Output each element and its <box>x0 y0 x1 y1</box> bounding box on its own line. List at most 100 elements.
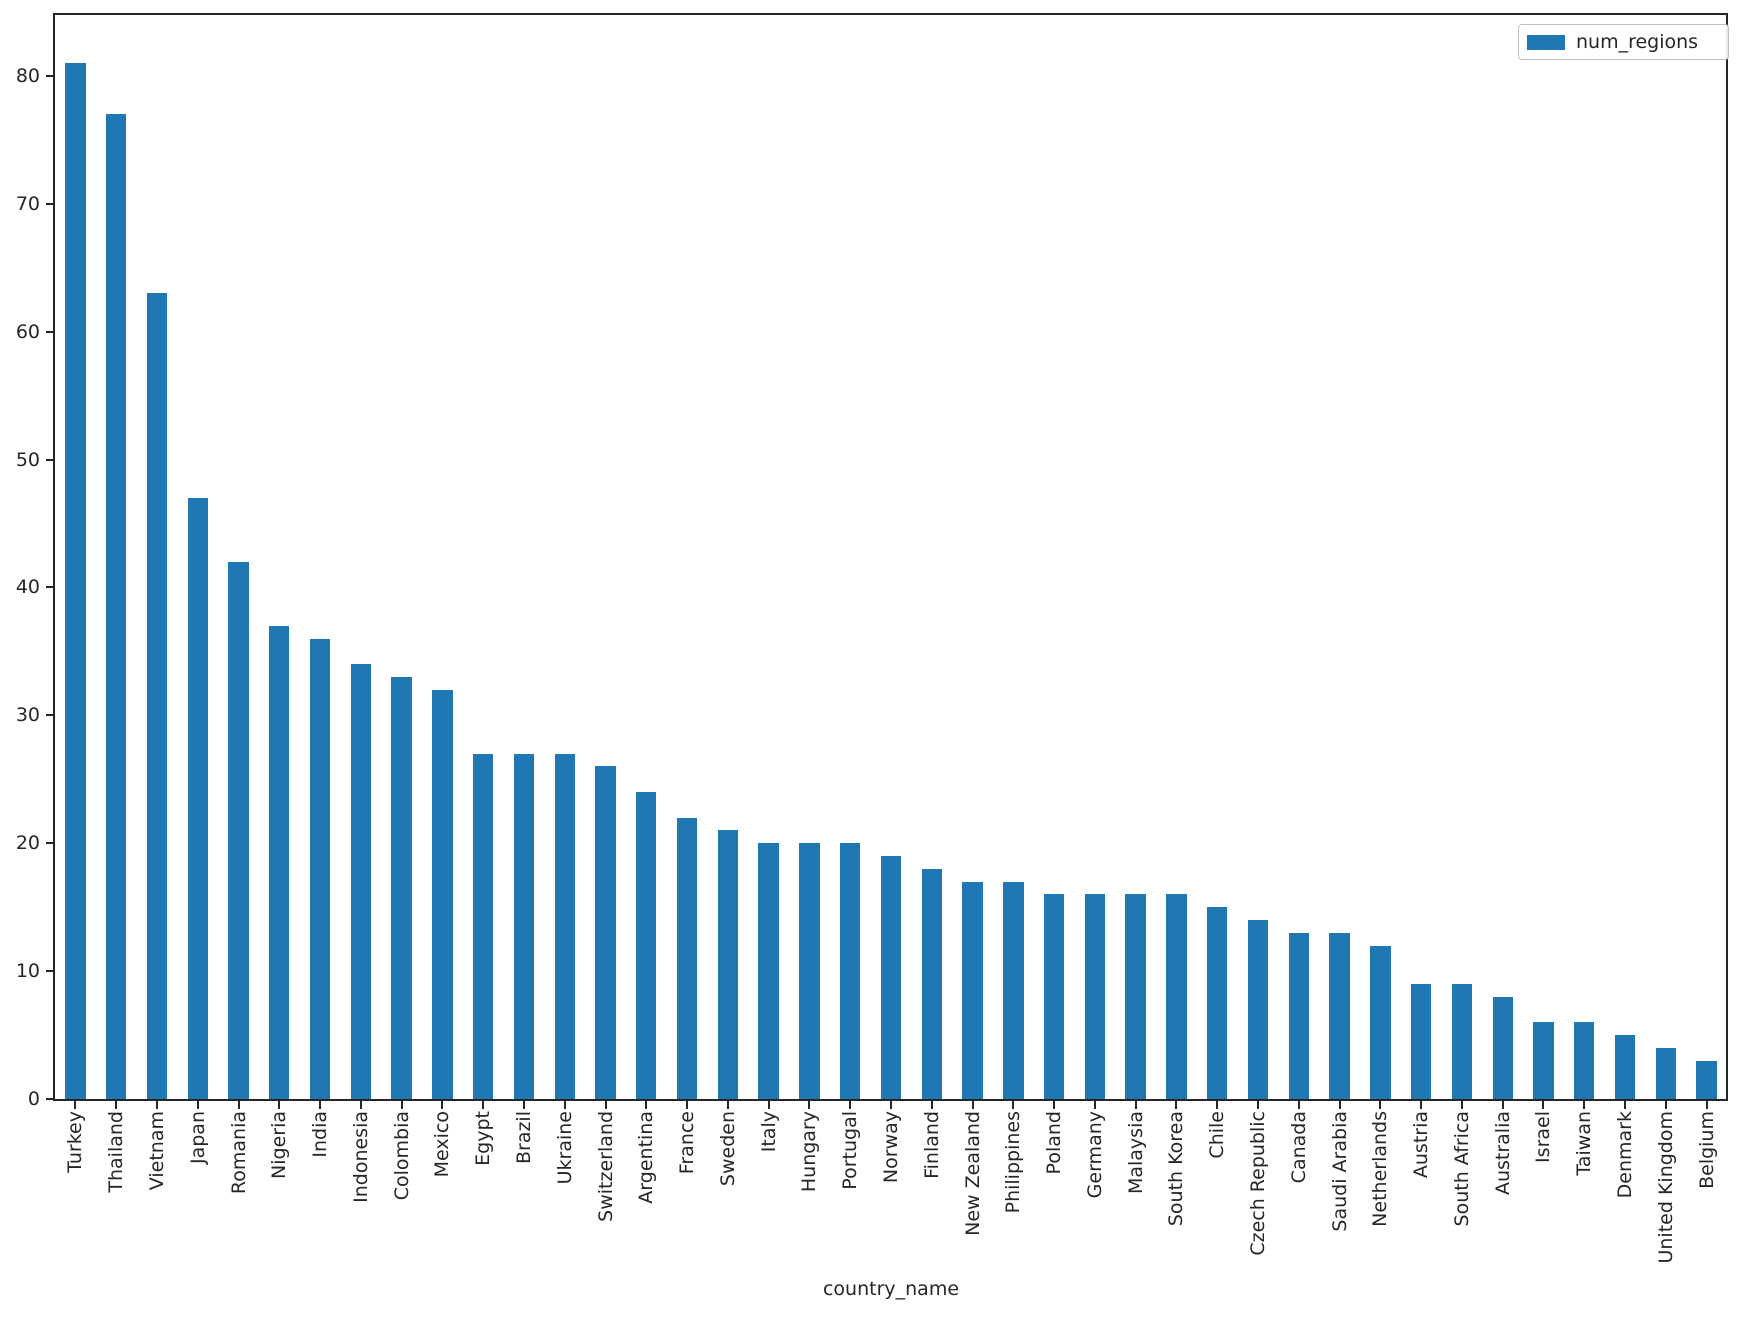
x-tick-mark-mexico <box>441 1101 444 1109</box>
x-tick-mark-egypt <box>482 1101 485 1109</box>
x-tick-mark-chile <box>1216 1101 1219 1109</box>
bar-germany <box>1084 894 1106 1099</box>
bar-romania <box>228 561 249 1099</box>
x-tick-mark-argentina <box>645 1101 648 1109</box>
x-tick-mark-belgium <box>1705 1101 1708 1109</box>
y-tick-mark-40 <box>46 586 54 589</box>
x-tick-mark-colombia <box>400 1101 403 1109</box>
x-tick-mark-japan <box>196 1101 199 1109</box>
bar-japan <box>187 497 208 1099</box>
x-tick-mark-indonesia <box>359 1101 362 1109</box>
y-tick-mark-60 <box>46 330 54 333</box>
bar-czech-republic <box>1247 919 1269 1099</box>
bar-austria <box>1410 983 1432 1099</box>
bar-south-africa <box>1451 983 1473 1099</box>
x-tick-mark-malaysia <box>1134 1101 1137 1109</box>
x-axis-title: country_name <box>822 1278 960 1300</box>
y-tick-mark-50 <box>46 458 54 461</box>
x-tick-mark-australia <box>1501 1101 1504 1109</box>
x-tick-mark-italy <box>767 1101 770 1109</box>
x-tick-mark-south-africa <box>1460 1101 1463 1109</box>
y-tick-mark-20 <box>46 842 54 845</box>
x-tick-mark-sweden <box>726 1101 729 1109</box>
legend: num_regions <box>1518 24 1729 60</box>
x-tick-mark-romania <box>237 1101 240 1109</box>
x-tick-mark-germany <box>1093 1101 1096 1109</box>
x-tick-mark-vietnam <box>155 1101 158 1109</box>
x-tick-mark-ukraine <box>563 1101 566 1109</box>
bar-finland <box>921 868 942 1099</box>
bar-colombia <box>391 676 412 1099</box>
x-tick-mark-philippines <box>1012 1101 1015 1109</box>
bar-philippines <box>1003 881 1024 1099</box>
bar-switzerland <box>595 766 616 1099</box>
x-tick-mark-portugal <box>849 1101 852 1109</box>
x-tick-mark-netherlands <box>1379 1101 1382 1109</box>
bar-ukraine <box>554 753 575 1099</box>
top-spine <box>53 13 1728 15</box>
x-tick-mark-thailand <box>115 1101 118 1109</box>
bar-egypt <box>473 753 494 1099</box>
x-tick-mark-poland <box>1053 1101 1056 1109</box>
x-tick-mark-czech-republic <box>1257 1101 1260 1109</box>
bar-india <box>309 638 331 1099</box>
y-tick-label-80: 80 <box>15 64 40 87</box>
x-tick-mark-israel <box>1542 1101 1545 1109</box>
x-tick-mark-switzerland <box>604 1101 607 1109</box>
x-tick-mark-canada <box>1297 1101 1300 1109</box>
bar-poland <box>1043 894 1065 1099</box>
bar-brazil <box>513 753 535 1099</box>
bar-netherlands <box>1370 945 1391 1099</box>
bar-denmark <box>1614 1035 1636 1099</box>
y-axis-spine <box>53 13 55 1101</box>
bar-hungary <box>799 843 820 1099</box>
y-tick-label-70: 70 <box>15 192 40 215</box>
y-tick-mark-0 <box>46 1098 54 1100</box>
bar-france <box>676 817 698 1099</box>
bar-italy <box>758 843 779 1099</box>
bar-argentina <box>636 792 657 1099</box>
bar-indonesia <box>350 664 372 1099</box>
bar-israel <box>1533 1022 1554 1099</box>
bar-sweden <box>717 830 739 1099</box>
y-tick-mark-70 <box>46 202 54 205</box>
bar-thailand <box>105 114 127 1099</box>
y-tick-label-10: 10 <box>15 960 40 983</box>
x-tick-mark-austria <box>1420 1101 1423 1109</box>
y-tick-label-0: 0 <box>27 1088 40 1110</box>
x-tick-mark-saudi-arabia <box>1338 1101 1341 1109</box>
x-tick-mark-turkey <box>74 1101 77 1109</box>
y-tick-mark-30 <box>46 714 54 717</box>
x-tick-mark-south-korea <box>1175 1101 1178 1109</box>
bar-south-korea <box>1166 894 1187 1099</box>
bar-mexico <box>432 689 453 1099</box>
y-tick-label-20: 20 <box>15 832 40 855</box>
x-tick-mark-new-zealand <box>971 1101 974 1109</box>
bar-malaysia <box>1125 894 1146 1099</box>
x-tick-mark-finland <box>930 1101 933 1109</box>
bar-portugal <box>840 843 861 1099</box>
y-tick-mark-80 <box>46 74 54 77</box>
x-axis-spine <box>53 1099 1728 1101</box>
bar-australia <box>1492 996 1513 1099</box>
legend-color-swatch <box>1527 34 1565 50</box>
x-tick-mark-denmark <box>1624 1101 1627 1109</box>
bar-chile <box>1207 907 1228 1099</box>
y-tick-label-60: 60 <box>15 320 40 343</box>
y-tick-label-40: 40 <box>15 576 40 599</box>
x-tick-mark-nigeria <box>278 1101 281 1109</box>
bar-canada <box>1288 932 1309 1099</box>
x-tick-mark-norway <box>890 1101 892 1109</box>
plot-area <box>55 14 1727 1099</box>
x-tick-mark-india <box>319 1101 322 1109</box>
bar-norway <box>880 856 902 1099</box>
y-tick-label-50: 50 <box>15 448 40 471</box>
x-tick-mark-taiwan <box>1583 1101 1586 1109</box>
bar-vietnam <box>146 293 168 1099</box>
bar-belgium <box>1696 1060 1717 1099</box>
bar-turkey <box>65 63 86 1099</box>
x-tick-mark-hungary <box>808 1101 811 1109</box>
x-tick-mark-brazil <box>522 1101 525 1109</box>
right-spine <box>1726 13 1728 1101</box>
